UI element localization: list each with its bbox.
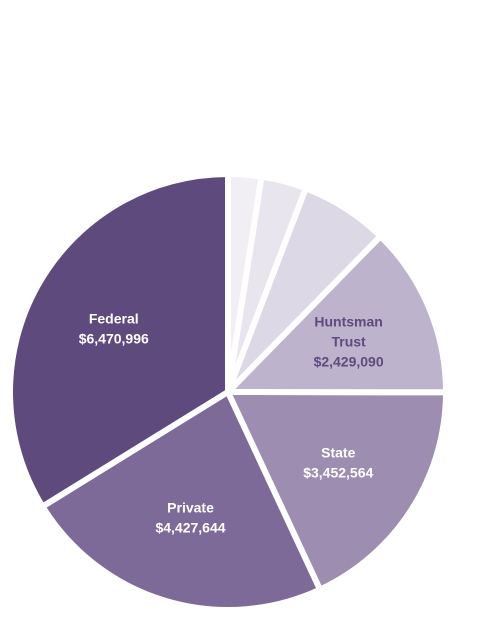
slice-label-0-1: $6,470,996 [79, 330, 149, 346]
pie-labels: Federal $6,470,996 Private $4,427,644 State $… [79, 310, 384, 535]
slice-label-0-0: Federal [89, 310, 139, 326]
pie-slice-3 [225, 233, 450, 396]
slice-label-3-0: Huntsman [314, 313, 382, 329]
slice-label-3-2: $2,429,090 [314, 353, 384, 369]
pie-slice-2 [225, 389, 449, 593]
slice-label-2-0: State [321, 444, 355, 460]
slice-label-1-1: $4,427,644 [155, 519, 225, 535]
slice-label-2-1: $3,452,564 [303, 464, 373, 480]
slice-label-3-1: Trust [331, 333, 366, 349]
slice-label-1-0: Private [167, 499, 214, 515]
pie-slices [7, 171, 450, 613]
pie-slice-6 [225, 171, 265, 395]
